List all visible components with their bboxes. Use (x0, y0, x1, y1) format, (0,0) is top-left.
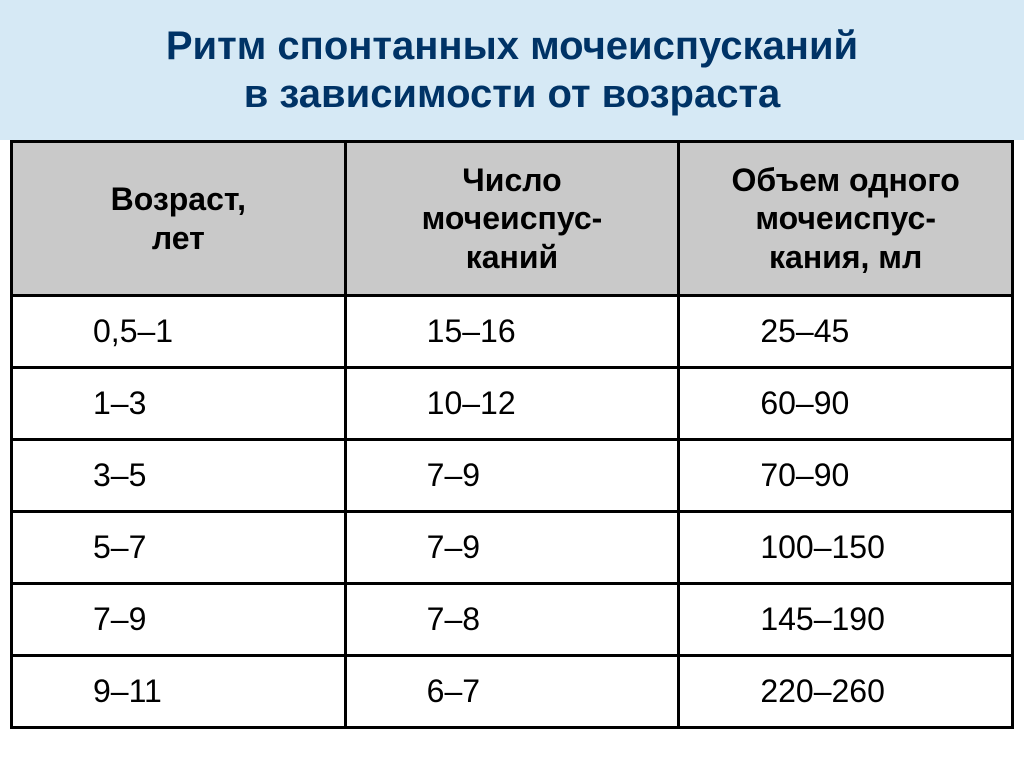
col-header-age: Возраст,лет (12, 142, 346, 296)
table-row: 1–3 10–12 60–90 (12, 368, 1013, 440)
cell-volume: 220–260 (679, 656, 1013, 728)
table-row: 7–9 7–8 145–190 (12, 584, 1013, 656)
table-header-row: Возраст,лет Числомочеиспус-каний Объем о… (12, 142, 1013, 296)
cell-count: 7–9 (345, 512, 679, 584)
table-header: Возраст,лет Числомочеиспус-каний Объем о… (12, 142, 1013, 296)
table-row: 9–11 6–7 220–260 (12, 656, 1013, 728)
col-header-count: Числомочеиспус-каний (345, 142, 679, 296)
page-title: Ритм спонтанных мочеиспусканий в зависим… (20, 22, 1004, 118)
table-row: 5–7 7–9 100–150 (12, 512, 1013, 584)
cell-age: 3–5 (12, 440, 346, 512)
cell-age: 5–7 (12, 512, 346, 584)
table-row: 3–5 7–9 70–90 (12, 440, 1013, 512)
col-header-volume: Объем одногомочеиспус-кания, мл (679, 142, 1013, 296)
table-body: 0,5–1 15–16 25–45 1–3 10–12 60–90 3–5 7–… (12, 296, 1013, 728)
cell-age: 9–11 (12, 656, 346, 728)
title-line-2: в зависимости от возраста (244, 72, 781, 116)
cell-count: 6–7 (345, 656, 679, 728)
cell-volume: 100–150 (679, 512, 1013, 584)
cell-age: 0,5–1 (12, 296, 346, 368)
cell-count: 7–9 (345, 440, 679, 512)
title-bar: Ритм спонтанных мочеиспусканий в зависим… (0, 0, 1024, 140)
cell-volume: 70–90 (679, 440, 1013, 512)
table-row: 0,5–1 15–16 25–45 (12, 296, 1013, 368)
cell-count: 7–8 (345, 584, 679, 656)
cell-count: 15–16 (345, 296, 679, 368)
cell-volume: 25–45 (679, 296, 1013, 368)
urination-rhythm-table: Возраст,лет Числомочеиспус-каний Объем о… (10, 140, 1014, 729)
cell-count: 10–12 (345, 368, 679, 440)
title-line-1: Ритм спонтанных мочеиспусканий (166, 24, 858, 68)
cell-age: 7–9 (12, 584, 346, 656)
cell-volume: 60–90 (679, 368, 1013, 440)
cell-age: 1–3 (12, 368, 346, 440)
table-container: Возраст,лет Числомочеиспус-каний Объем о… (0, 140, 1024, 729)
cell-volume: 145–190 (679, 584, 1013, 656)
